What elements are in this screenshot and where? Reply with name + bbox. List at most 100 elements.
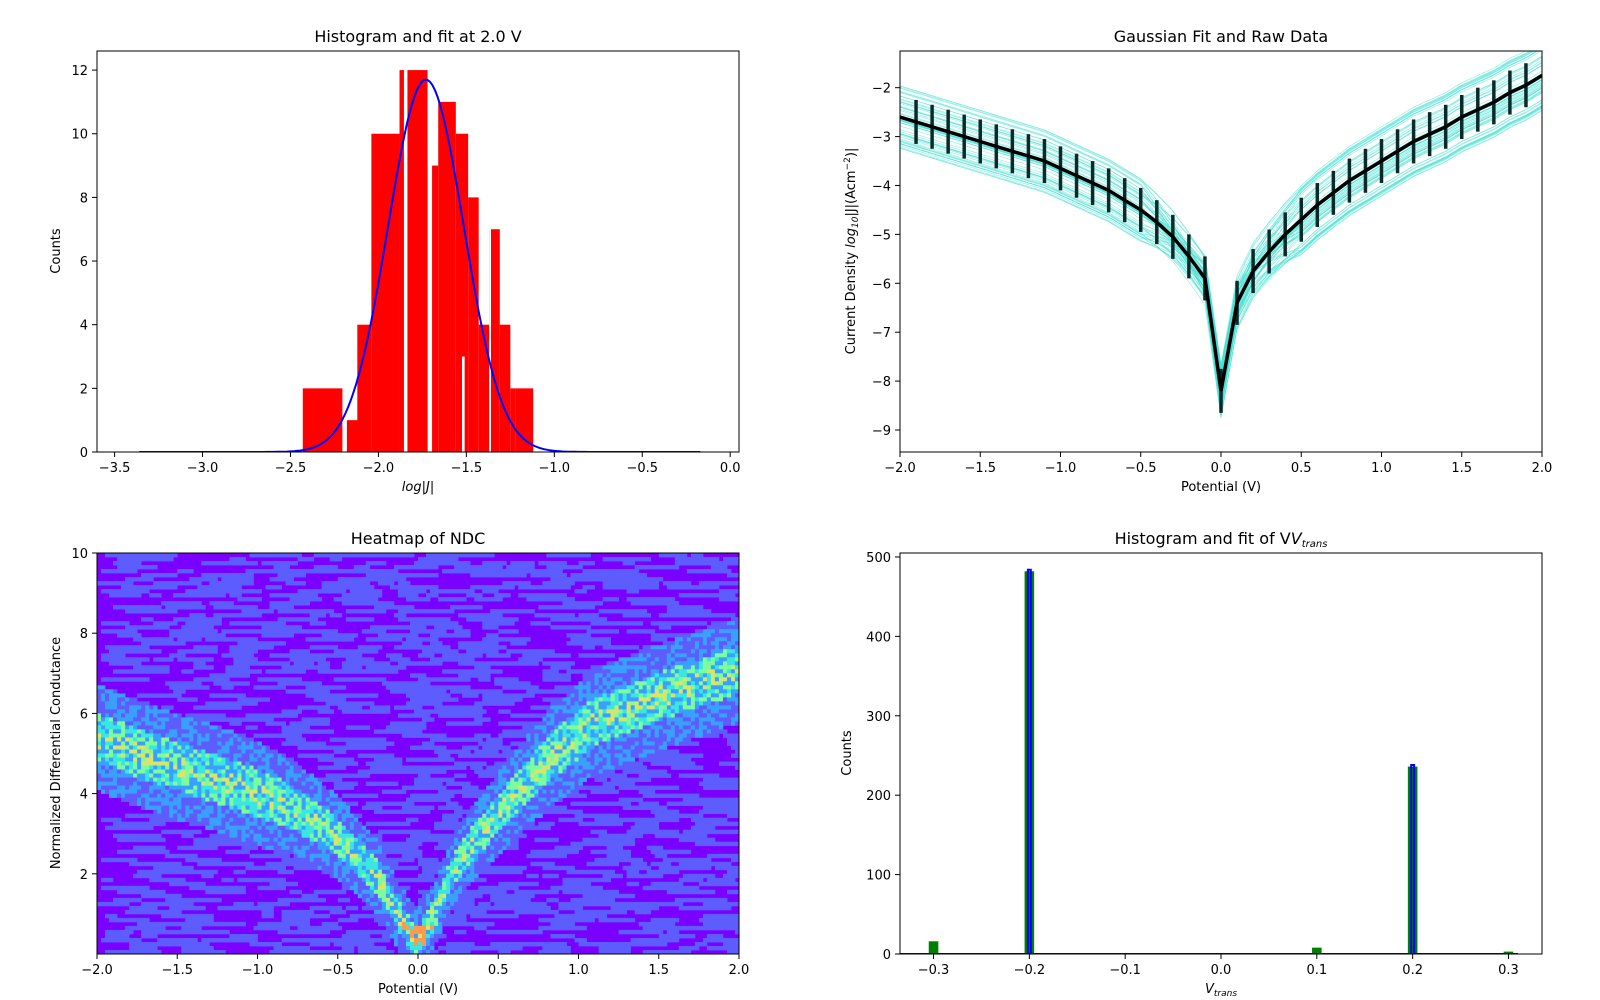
heatmap-cell [397, 625, 403, 630]
heatmap-cell [674, 665, 680, 670]
heatmap-cell [329, 737, 335, 742]
heatmap-cell [678, 713, 684, 718]
heatmap-cell [534, 569, 539, 574]
heatmap-cell [141, 713, 146, 718]
heatmap-cell [558, 725, 563, 730]
heatmap-cell [454, 677, 459, 682]
heatmap-cell [470, 589, 475, 594]
heatmap-cell [478, 713, 483, 718]
heatmap-cell [309, 745, 315, 750]
heatmap-cell [610, 597, 615, 602]
heatmap-cell [610, 689, 615, 694]
heatmap-cell [422, 597, 427, 602]
heatmap-cell [337, 737, 343, 742]
heatmap-cell [622, 645, 627, 650]
heatmap-cell [233, 585, 238, 590]
heatmap-cell [723, 673, 728, 678]
heatmap-cell [345, 737, 351, 742]
heatmap-cell [458, 565, 463, 570]
heatmap-cell [642, 725, 648, 730]
heatmap-cell [121, 569, 126, 574]
heatmap-cell [434, 593, 439, 598]
heatmap-cell [121, 561, 126, 566]
heatmap-cell [293, 581, 298, 586]
heatmap-cell [686, 701, 692, 706]
heatmap-cell [245, 581, 250, 586]
heatmap-cell [454, 569, 459, 574]
heatmap-cell [666, 681, 672, 686]
heatmap-cell [253, 713, 258, 718]
heatmap-cell [165, 601, 170, 606]
heatmap-cell [554, 697, 559, 702]
heatmap-cell [365, 617, 371, 622]
heatmap-cell [662, 553, 668, 558]
heatmap-cell [526, 585, 531, 590]
heatmap-cell [454, 713, 459, 718]
heatmap-cell [109, 581, 114, 586]
heatmap-cell [321, 685, 327, 690]
heatmap-cell [578, 617, 583, 622]
heatmap-cell [169, 621, 174, 626]
heatmap-cell [145, 585, 150, 590]
heatmap-cell [357, 741, 363, 746]
heatmap-cell [369, 737, 375, 742]
heatmap-cell [650, 677, 656, 682]
heatmap-cell [654, 597, 660, 602]
heatmap-cell [369, 609, 375, 614]
heatmap-cell [458, 553, 463, 558]
heatmap-cell [438, 617, 443, 622]
heatmap-cell [381, 661, 387, 666]
heatmap-cell [698, 721, 704, 726]
histogram-bars [302, 70, 534, 452]
heatmap-cell [337, 705, 343, 710]
heatmap-cell [410, 617, 415, 622]
heatmap-cell [446, 713, 451, 718]
heatmap-cell [534, 653, 539, 658]
heatmap-cell [678, 585, 684, 590]
heatmap-cell [634, 645, 640, 650]
heatmap-cell [357, 669, 363, 674]
heatmap-cell [377, 561, 383, 566]
heatmap-cell [642, 673, 648, 678]
heatmap-cell [542, 669, 547, 674]
heatmap-cell [201, 561, 206, 566]
heatmap-cell [438, 641, 443, 646]
heatmap-cell [418, 617, 423, 622]
heatmap-cell [277, 585, 282, 590]
heatmap-cell [105, 725, 110, 730]
heatmap-cell [229, 693, 234, 698]
heatmap-cell [558, 713, 563, 718]
heatmap-cell [117, 653, 122, 658]
heatmap-cell [486, 677, 491, 682]
heatmap-cell [538, 689, 543, 694]
heatmap-cell [133, 577, 138, 582]
heatmap-cell [133, 657, 138, 662]
heatmap-cell [614, 665, 619, 670]
heatmap-cell [165, 641, 170, 646]
heatmap-cell [446, 721, 451, 726]
heatmap-cell [574, 729, 579, 734]
heatmap-cell [718, 641, 724, 646]
heatmap-cell [618, 705, 623, 710]
heatmap-cell [197, 737, 202, 742]
heatmap-cell [606, 673, 611, 678]
heatmap-cell [646, 653, 652, 658]
heatmap-cell [309, 621, 315, 626]
heatmap-cell [229, 561, 234, 566]
heatmap-cell [522, 741, 527, 746]
heatmap-cell [638, 653, 644, 658]
heatmap-cell [526, 649, 531, 654]
heatmap-cell [225, 717, 230, 722]
heatmap-cell [562, 677, 567, 682]
heatmap-cell [450, 677, 455, 682]
heatmap-cell [727, 637, 732, 642]
heatmap-cell [406, 593, 411, 598]
x-tick-label: −0.5 [1125, 461, 1157, 476]
heatmap-cell [566, 577, 571, 582]
heatmap-cell [397, 577, 403, 582]
heatmap-cell [341, 665, 347, 670]
heatmap-cell [185, 617, 190, 622]
heatmap-cell [410, 597, 415, 602]
heatmap-cell [678, 733, 684, 738]
heatmap-cell [233, 629, 238, 634]
